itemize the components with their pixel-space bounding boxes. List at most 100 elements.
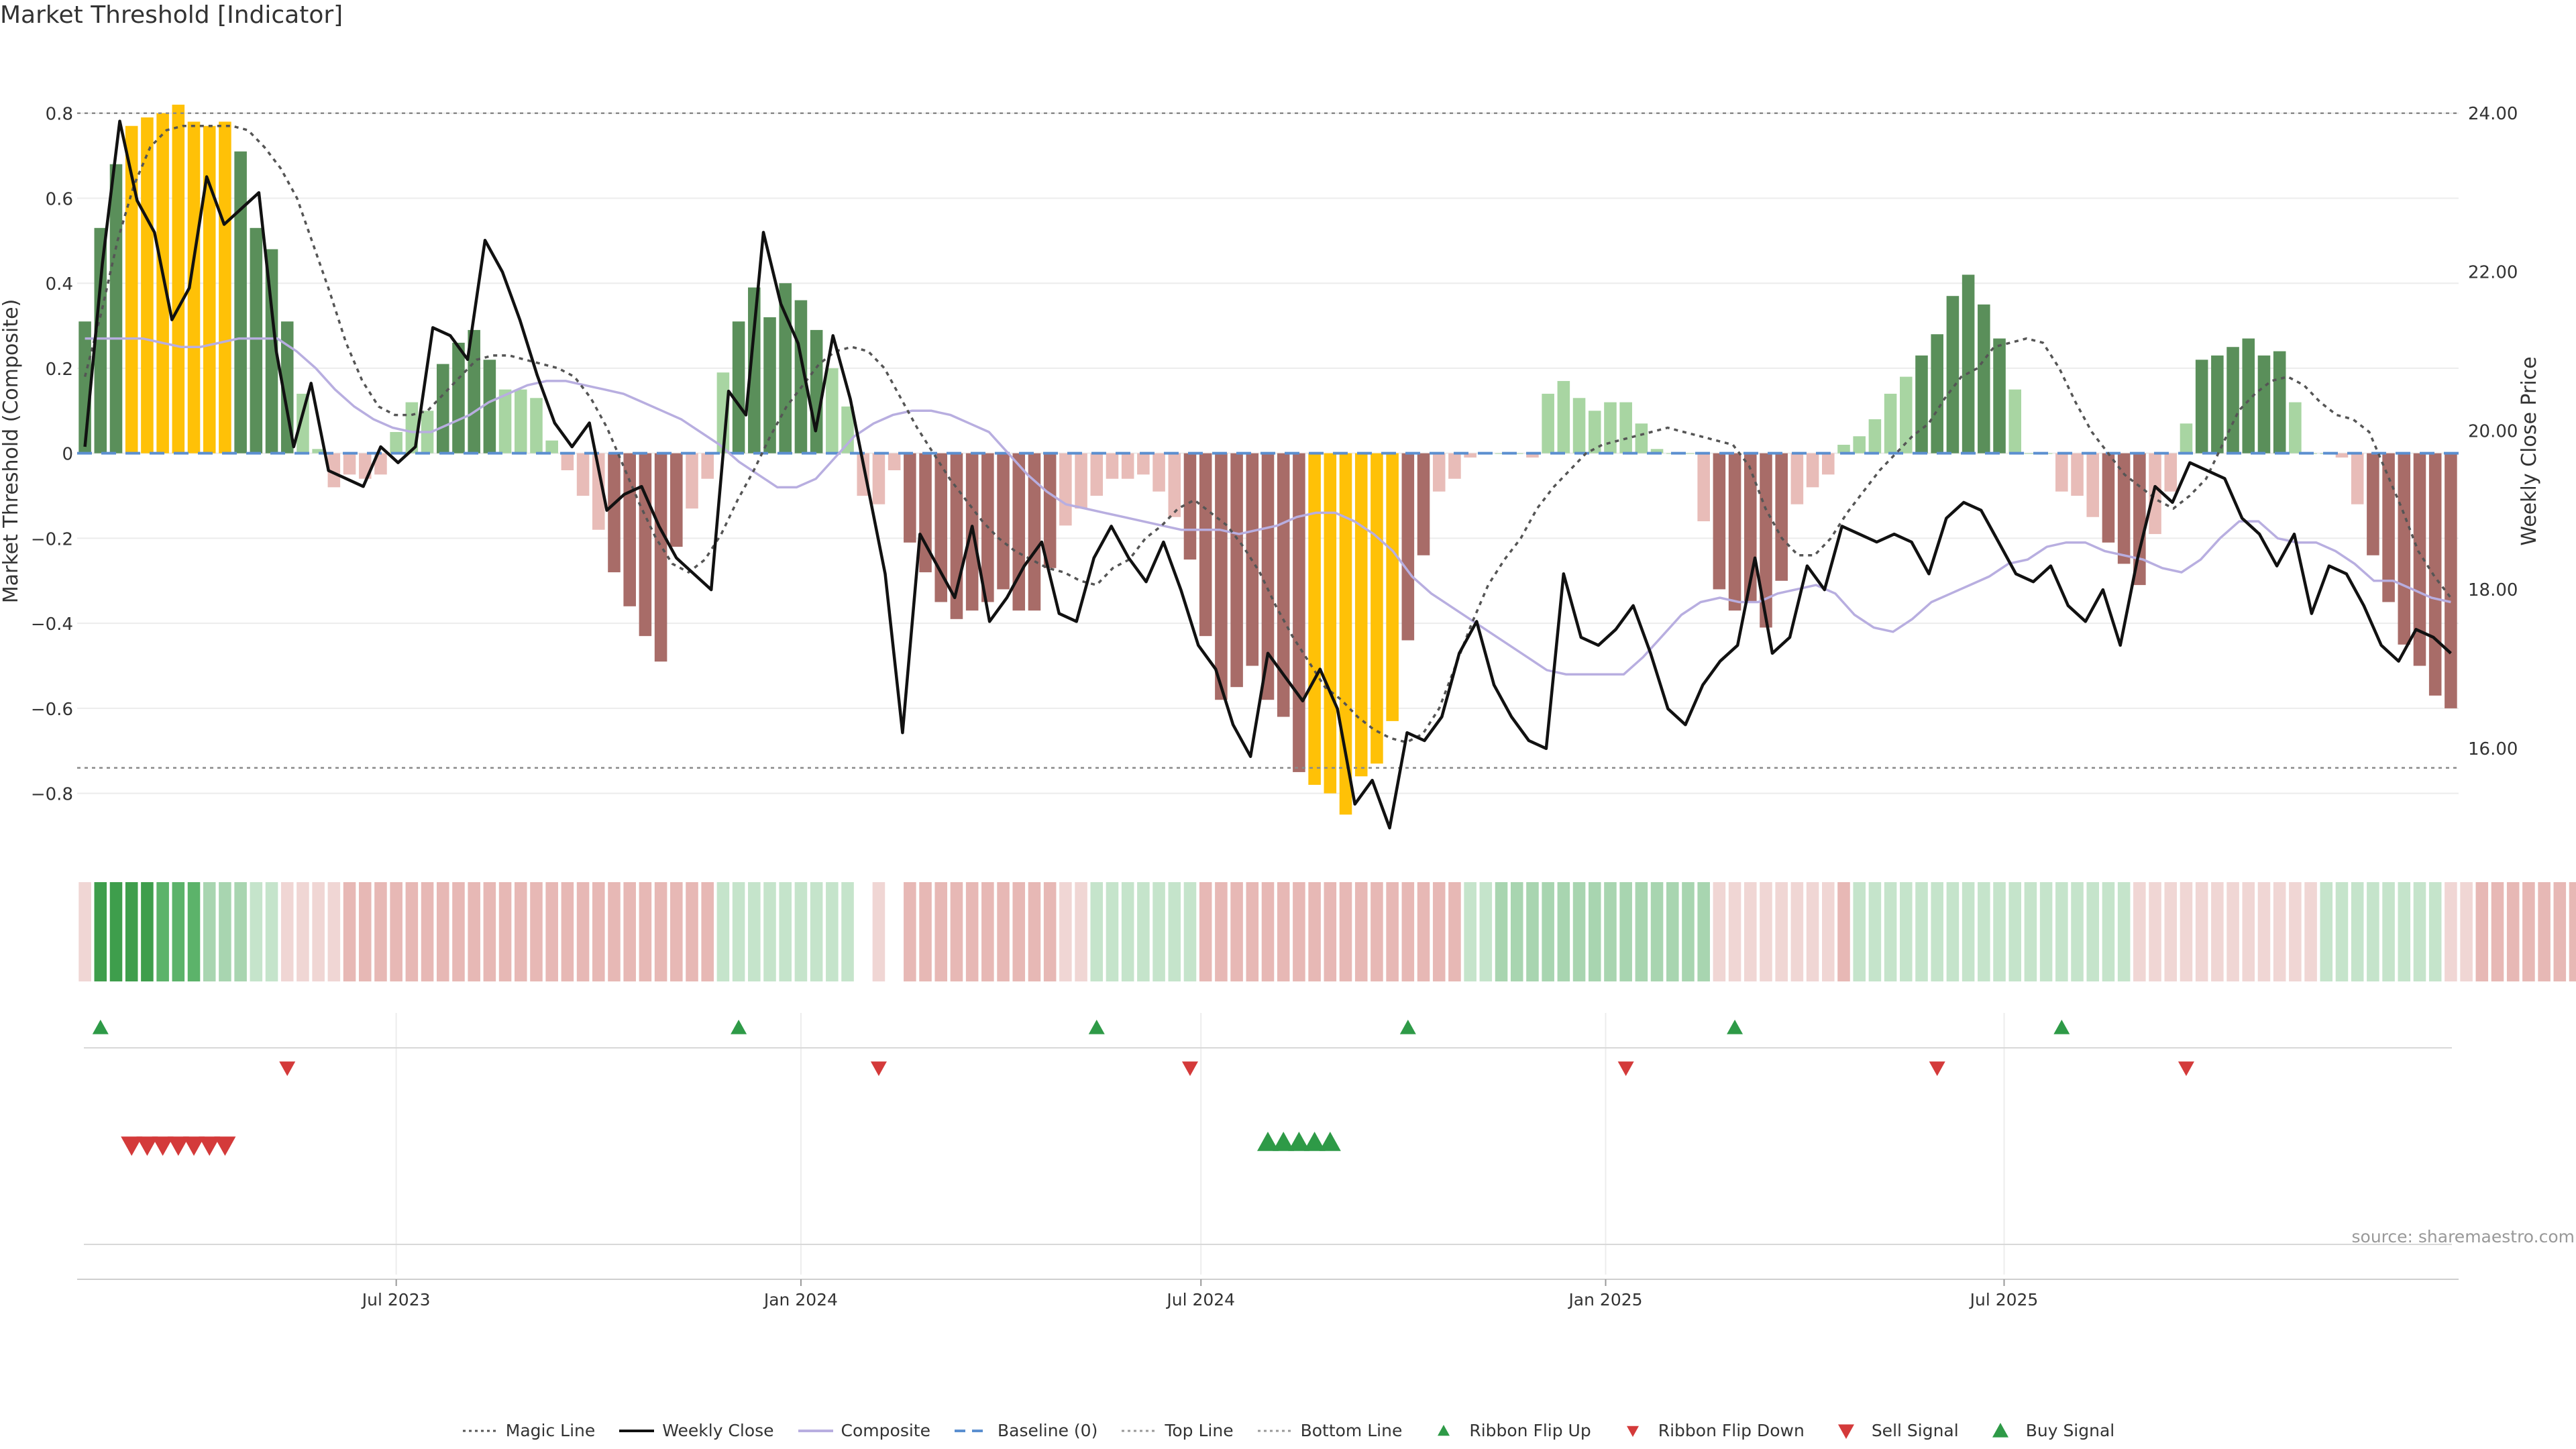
ribbon-cell bbox=[1199, 882, 1212, 981]
composite-bar bbox=[888, 453, 901, 471]
legend-glyph bbox=[1992, 1422, 2008, 1438]
ribbon-cell bbox=[1978, 882, 1990, 981]
ribbon-cell bbox=[1183, 882, 1197, 981]
composite-bar bbox=[1401, 453, 1415, 641]
composite-bar bbox=[826, 368, 839, 453]
ribbon-cell bbox=[2164, 882, 2178, 981]
ribbon-flip-up-marker bbox=[1399, 1020, 1416, 1034]
composite-bar bbox=[1619, 402, 1632, 453]
ribbon-cell bbox=[483, 882, 496, 981]
composite-bar bbox=[1760, 453, 1772, 628]
composite-bar bbox=[1090, 453, 1104, 496]
legend-item: Weekly Close bbox=[618, 1421, 774, 1440]
ribbon-cell bbox=[1744, 882, 1757, 981]
composite-bar bbox=[172, 105, 185, 453]
ribbon-cell bbox=[1479, 882, 1493, 981]
ribbon-cell bbox=[2149, 882, 2161, 981]
composite-bar bbox=[1775, 453, 1788, 581]
ribbon-cell bbox=[436, 882, 449, 981]
composite-bar bbox=[343, 453, 356, 475]
composite-bar bbox=[1713, 453, 1726, 590]
ribbon-cell bbox=[1059, 882, 1072, 981]
ribbon-cell bbox=[405, 882, 419, 981]
y-tick-label: 0.4 bbox=[46, 274, 73, 294]
ribbon-cell bbox=[965, 882, 979, 981]
composite-bar bbox=[1308, 453, 1321, 785]
ribbon-cell bbox=[2553, 882, 2567, 981]
composite-bar bbox=[1837, 444, 1850, 453]
ribbon-cell bbox=[1371, 882, 1383, 981]
composite-bar bbox=[2071, 453, 2084, 496]
legend-item: Bottom Line bbox=[1256, 1421, 1402, 1440]
ribbon-cell bbox=[545, 882, 558, 981]
ribbon-cell bbox=[716, 882, 730, 981]
ribbon-cell bbox=[623, 882, 636, 981]
composite-bar bbox=[1682, 453, 1695, 454]
ribbon-cell bbox=[1604, 882, 1617, 981]
composite-bar bbox=[904, 453, 916, 543]
composite-bar bbox=[1978, 304, 1990, 453]
ribbon-cell bbox=[2569, 882, 2576, 981]
ribbon-cell bbox=[2460, 882, 2473, 981]
composite-bar bbox=[1526, 453, 1539, 458]
ribbon-cell bbox=[297, 882, 309, 981]
legend-label: Weekly Close bbox=[662, 1421, 774, 1440]
ribbon-cell bbox=[530, 882, 543, 981]
ribbon-cell bbox=[576, 882, 590, 981]
ribbon-cell bbox=[250, 882, 263, 981]
ribbon-cell bbox=[1510, 882, 1523, 981]
buy-signal-marker bbox=[1303, 1132, 1326, 1151]
composite-bar bbox=[1900, 376, 1913, 453]
ribbon-cell bbox=[1432, 882, 1446, 981]
composite-bar bbox=[794, 300, 808, 453]
ribbon-cell bbox=[1137, 882, 1150, 981]
ribbon-cell bbox=[141, 882, 154, 981]
composite-bar bbox=[514, 389, 527, 453]
ribbon-cell bbox=[2226, 882, 2239, 981]
ribbon-cell bbox=[1588, 882, 1601, 981]
ribbon-cell bbox=[888, 882, 901, 981]
composite-bar bbox=[1386, 453, 1399, 721]
composite-bar bbox=[1495, 453, 1508, 454]
composite-bar bbox=[701, 453, 714, 479]
sell-signal-marker bbox=[183, 1136, 205, 1156]
composite-bar bbox=[2149, 453, 2161, 535]
ribbon-cell bbox=[234, 882, 247, 981]
ribbon-cell bbox=[2522, 882, 2535, 981]
ribbon-cell bbox=[468, 882, 480, 981]
ribbon-cell bbox=[94, 882, 107, 981]
legend-symbol bbox=[1122, 1430, 1157, 1432]
legend-label: Ribbon Flip Down bbox=[1658, 1421, 1805, 1440]
ribbon-flip-up-marker bbox=[1088, 1020, 1105, 1034]
ribbon-flip-down-marker bbox=[1929, 1061, 1945, 1076]
ribbon-cell bbox=[748, 882, 761, 981]
composite-bar bbox=[997, 453, 1010, 590]
legend-item: Top Line bbox=[1120, 1421, 1234, 1440]
ribbon-cell bbox=[857, 882, 870, 981]
legend-label: Ribbon Flip Up bbox=[1469, 1421, 1591, 1440]
ribbon-cell bbox=[1760, 882, 1772, 981]
ribbon-cell bbox=[608, 882, 621, 981]
composite-bar bbox=[2382, 453, 2395, 602]
ribbon-cell bbox=[1293, 882, 1305, 981]
legend: Magic Line Weekly Close Composite Baseline … bbox=[0, 1421, 2576, 1440]
composite-bar bbox=[2226, 347, 2239, 453]
ribbon-cell bbox=[1728, 882, 1741, 981]
ribbon-cell bbox=[1028, 882, 1041, 981]
legend-symbol bbox=[1626, 1426, 1639, 1437]
buy-signal-marker bbox=[1257, 1132, 1279, 1151]
ribbon-cell bbox=[2273, 882, 2286, 981]
ribbon-cell bbox=[1339, 882, 1352, 981]
composite-bar bbox=[1557, 380, 1570, 453]
ribbon-cell bbox=[1043, 882, 1057, 981]
y-tick-label: −0.8 bbox=[31, 785, 73, 805]
ribbon-cell bbox=[1464, 882, 1477, 981]
ribbon-cell bbox=[2086, 882, 2100, 981]
ribbon-cell bbox=[1790, 882, 1804, 981]
x-tick-label: Jul 2024 bbox=[1165, 1290, 1235, 1309]
ribbon-cell bbox=[934, 882, 948, 981]
sell-signal-marker bbox=[167, 1136, 189, 1156]
ribbon-cell bbox=[1853, 882, 1866, 981]
ribbon-cell bbox=[2475, 882, 2489, 981]
